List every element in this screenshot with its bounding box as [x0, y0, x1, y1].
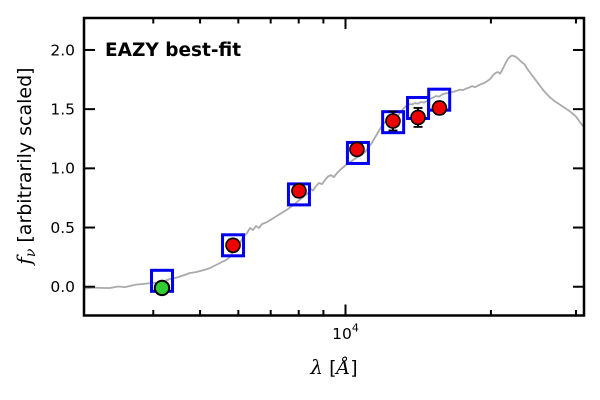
observed-photometry-marker — [291, 183, 307, 199]
observed-photometry-marker — [225, 237, 241, 254]
x-tick-exponent: 4 — [352, 322, 359, 335]
axes-frame — [82, 16, 586, 317]
x-label-angstrom: Å — [334, 357, 350, 379]
x-label-open-bracket: [ — [323, 357, 336, 379]
y-tick-label: 1.0 — [50, 160, 75, 178]
y-label-nu-subscript: ν — [23, 248, 39, 257]
observed-photometry-marker — [349, 141, 365, 158]
flagged-photometry-point — [153, 279, 171, 297]
flagged-photometry-marker — [153, 279, 171, 297]
axis-ticks — [84, 18, 584, 316]
model-photometry-marker — [221, 233, 246, 258]
observed-photometry-marker — [410, 109, 426, 126]
observed-photometry-points — [225, 100, 448, 254]
y-tick-labels: 0.0 0.5 1.0 1.5 2.0 — [50, 41, 75, 296]
x-major-tick-label: 104 — [332, 322, 359, 344]
y-tick-label: 0.0 — [50, 278, 75, 296]
y-label-units: [arbitrarily scaled] — [14, 67, 36, 248]
observed-photometry-marker — [385, 113, 401, 129]
x-label-close-bracket: ] — [350, 357, 357, 379]
y-tick-label: 0.5 — [50, 219, 75, 237]
y-tick-label: 1.5 — [50, 100, 75, 118]
annotation-eazy-best-fit: EAZY best-fit — [105, 40, 241, 61]
x-axis-label: λ [Å] — [309, 355, 357, 379]
y-tick-label: 2.0 — [50, 41, 75, 59]
y-axis-label: fν [arbitrarily scaled] — [12, 67, 39, 266]
x-tick-base: 10 — [332, 325, 352, 343]
x-label-lambda: λ — [309, 355, 323, 379]
observed-photometry-marker — [431, 100, 448, 116]
